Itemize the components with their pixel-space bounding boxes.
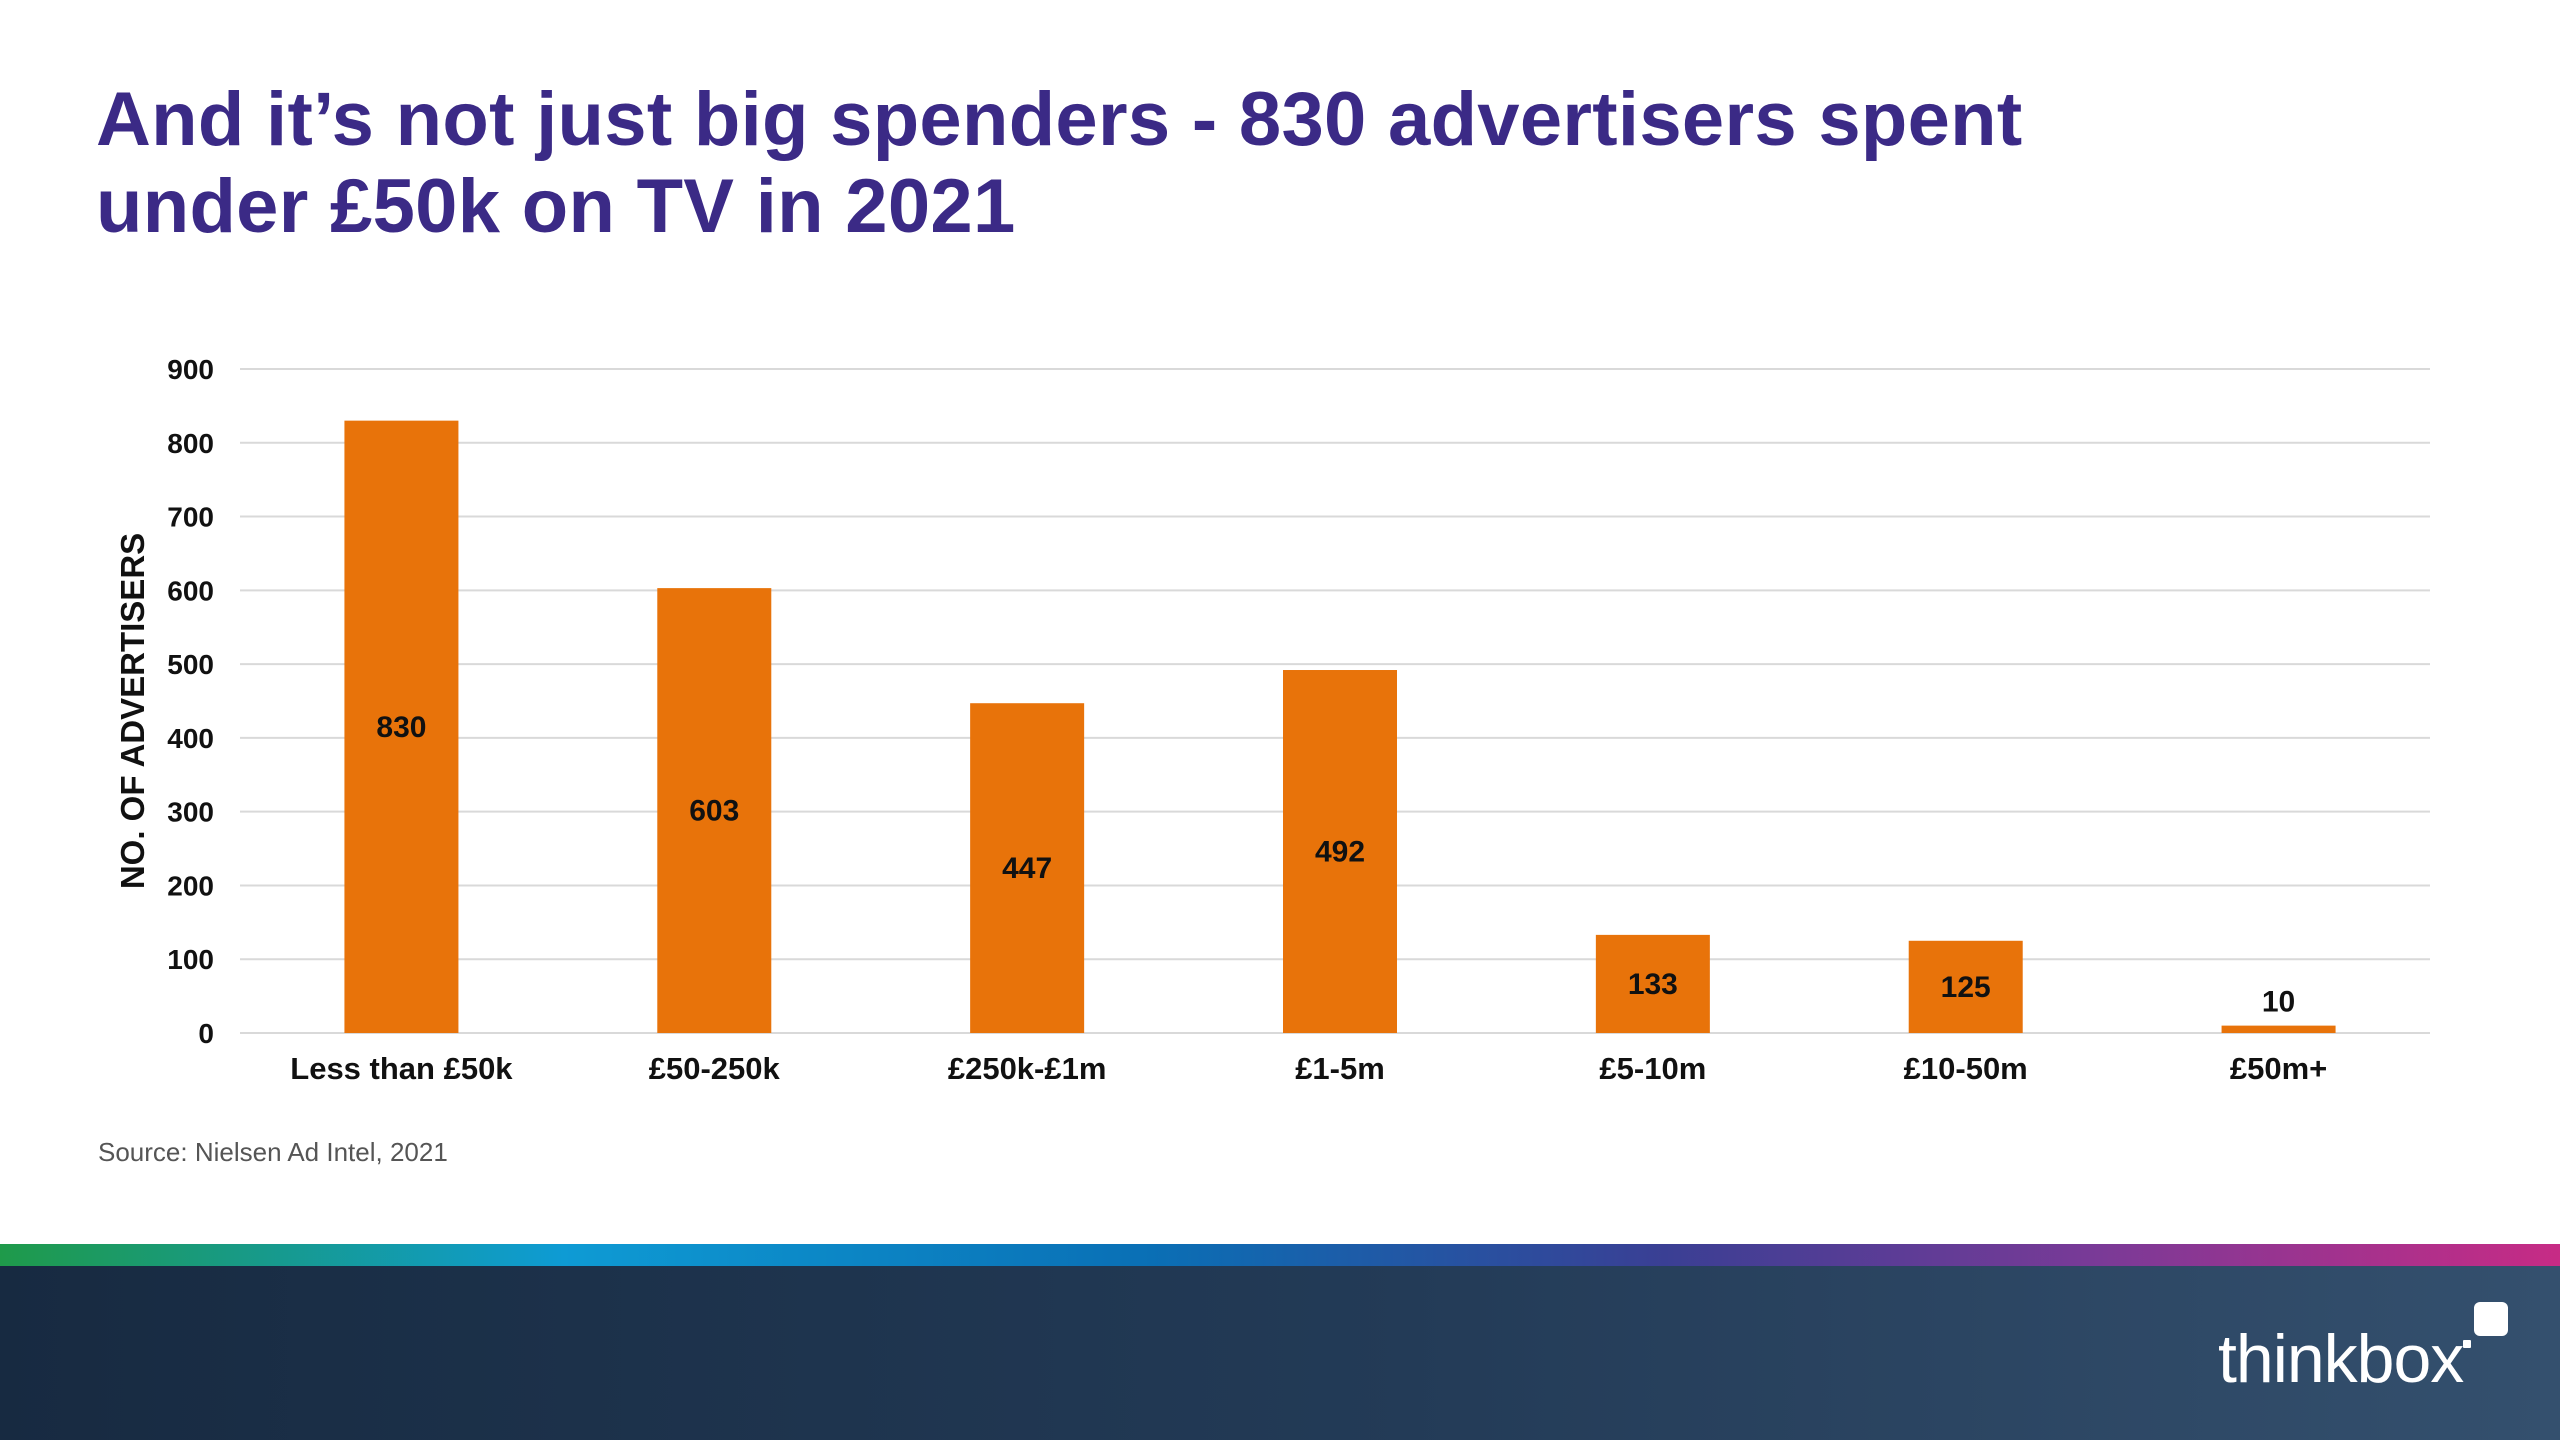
bar xyxy=(657,588,772,1033)
bar xyxy=(970,703,1085,1033)
bar xyxy=(1595,934,1710,1033)
y-tick-label: 300 xyxy=(167,797,214,828)
y-tick-label: 100 xyxy=(167,944,214,975)
x-tick-label: £250k-£1m xyxy=(948,1051,1107,1086)
data-label: 603 xyxy=(689,795,739,828)
source-note: Source: Nielsen Ad Intel, 2021 xyxy=(98,1137,448,1167)
title-line-1: And it’s not just big spenders - 830 adv… xyxy=(96,77,2023,162)
x-tick-label: £1-5m xyxy=(1295,1051,1385,1086)
bar xyxy=(344,420,459,1034)
x-tick-label: £5-10m xyxy=(1599,1051,1706,1086)
thinkbox-logo: thinkbox xyxy=(2218,1321,2464,1397)
y-tick-label: 400 xyxy=(167,723,214,754)
color-stripe xyxy=(0,1244,2560,1266)
logo-dot-icon xyxy=(2463,1340,2471,1348)
y-tick-label: 700 xyxy=(167,502,214,533)
y-tick-label: 500 xyxy=(167,649,214,680)
bar xyxy=(1283,670,1397,1033)
data-label: 125 xyxy=(1941,971,1991,1004)
x-tick-label: Less than £50k xyxy=(290,1051,513,1086)
y-tick-label: 900 xyxy=(167,354,214,385)
x-tick-label: £50-250k xyxy=(649,1051,781,1086)
y-axis-label: NO. OF ADVERTISERS xyxy=(114,533,151,889)
data-label: 830 xyxy=(376,711,426,744)
page-title: And it’s not just big spenders - 830 adv… xyxy=(96,76,2296,250)
bar-chart: 0 100 200 300 400 500 600 700 800 900 NO. OF ADVER… xyxy=(114,354,2430,1086)
data-label: 492 xyxy=(1315,836,1365,869)
x-tick-label: £50m+ xyxy=(2230,1051,2327,1086)
y-tick-label: 800 xyxy=(167,428,214,459)
y-tick-label: 0 xyxy=(198,1018,214,1049)
title-line-2: under £50k on TV in 2021 xyxy=(96,164,1016,249)
footer-bar xyxy=(0,1266,2560,1440)
y-tick-label: 200 xyxy=(167,870,214,901)
logo-square-icon xyxy=(2474,1302,2508,1336)
bar xyxy=(1908,940,2023,1033)
data-label: 447 xyxy=(1002,852,1052,885)
x-tick-label: £10-50m xyxy=(1904,1051,2028,1086)
bar xyxy=(2221,1025,2336,1033)
data-label: 133 xyxy=(1628,968,1678,1001)
y-tick-label: 600 xyxy=(167,575,214,606)
data-label: 10 xyxy=(2262,986,2295,1019)
